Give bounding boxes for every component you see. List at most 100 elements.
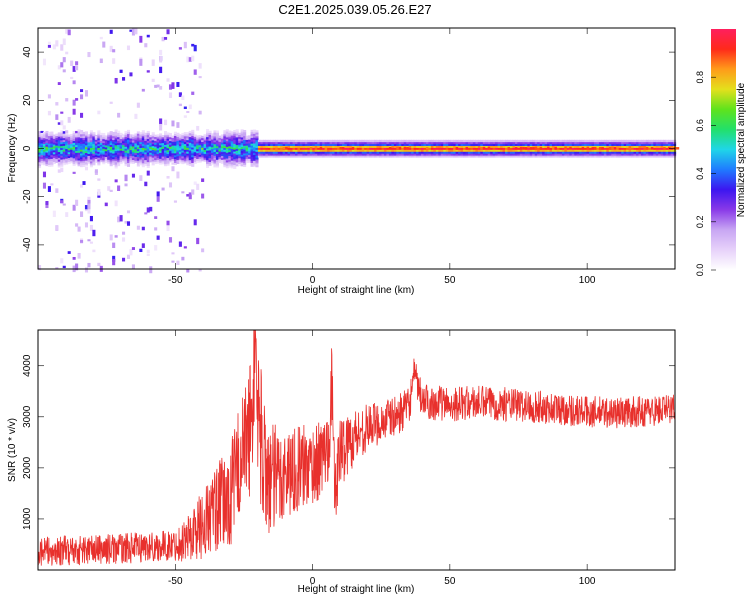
spectrogram-cell [117,148,121,151]
spectrogram-cell [655,155,659,158]
spectrogram-cell [386,147,390,150]
spectrogram-cell [238,155,242,159]
spectrogram-cell [458,149,462,152]
spectrogram-cell [596,149,600,152]
spectrogram-cell [109,189,113,193]
spectrogram-cell [196,152,200,156]
spectrogram-cell [60,157,64,160]
spectrogram-cell [346,153,350,156]
spectrogram-cell [159,150,163,154]
spectrogram-cell [84,267,89,273]
spectrogram-cell [159,152,163,155]
spectrogram-cell [512,139,516,143]
spectrogram-cell [50,148,54,152]
spectrogram-cell [109,45,113,52]
spectrogram-cell [45,157,49,161]
spectrogram-cell [297,153,301,156]
spectrogram-cell [92,249,96,253]
spectrogram-cell [257,139,262,143]
spectrogram-cell [233,131,237,135]
spectrogram-cell [322,145,326,148]
spectrogram-cell [47,110,51,116]
spectrogram-cell [134,152,138,156]
spectrogram-cell [75,137,79,140]
spectrogram-cell [146,144,150,147]
spectrogram-cell [164,138,168,142]
spectrogram-cell [82,143,86,146]
spectrogram-cell [213,157,217,160]
spectrogram-cell [282,149,286,152]
spectrogram-cell [653,155,657,158]
spectrogram-cell [131,144,135,147]
spectrogram-cell [435,155,439,158]
spectrogram-cell [643,147,647,150]
spectrogram-cell [164,132,168,136]
spectrogram-cell [482,141,486,145]
spectrogram-cell [430,139,434,143]
spectrogram-cell [670,139,674,143]
spectrogram-cell [114,148,118,152]
spectrogram-cell [359,141,363,145]
spectrogram-cell [616,147,620,150]
spectrogram-cell [154,84,158,88]
spectrogram-cell [80,184,84,188]
spectrogram-cell [460,151,464,154]
spectrogram-cell [509,149,514,152]
spectrogram-cell [146,34,150,38]
spectrogram-cell [467,147,472,150]
spectrogram-cell [608,143,612,147]
spectrogram-cell [70,158,74,162]
spectrogram-cell [475,155,479,158]
spectrogram-cell [178,155,182,158]
spectrogram-cell [82,151,86,154]
spectrogram-cell [245,147,249,150]
spectrogram-cell [210,141,215,144]
spectrogram-cell [374,147,378,150]
spectrogram-cell [210,135,215,138]
spectrogram-cell [391,153,395,156]
spectrogram-cell [159,142,163,146]
spectrogram-cell [450,141,454,145]
spectrogram-cell [576,139,580,143]
spectrogram-cell [369,155,373,158]
spectrogram-cell [94,158,98,161]
spectrogram-cell [640,143,645,147]
spectrogram-cell [391,145,395,148]
spectrogram-cell [176,148,180,151]
spectrogram-cell [84,142,89,146]
spectrogram-cell [636,145,640,148]
spectrogram-cell [349,153,353,156]
spectrogram-cell [421,153,425,156]
spectrogram-cell [616,145,620,148]
spectrogram-cell [312,149,316,152]
spectrogram-cell [505,153,509,156]
spectrogram-cell [171,152,175,156]
spectrogram-cell [154,150,158,153]
spectrogram-cell [294,149,299,152]
spectrogram-cell [213,159,217,162]
spectrogram-cell [196,160,200,163]
spectrogram-cell [67,153,71,157]
spectrogram-cell [433,145,437,148]
spectrogram-cell [586,139,590,143]
spectrogram-cell [94,145,98,148]
spectrogram-cell [636,143,640,147]
spectrogram-cell [206,146,210,149]
spectrogram-cell [94,169,98,173]
spectrogram-cell [154,216,158,219]
spectrogram-cell [188,155,192,159]
spectrogram-cell [433,155,437,158]
spectrogram-cell [126,160,131,164]
spectrogram-cell [191,152,195,156]
spectrogram-cell [107,142,111,145]
spectrogram-cell [329,149,333,152]
spectrogram-cell [178,143,182,147]
spectrogram-cell [60,147,64,150]
spectrogram-cell [176,122,180,128]
spectrogram-cell [450,153,454,156]
spectrogram-cell [156,235,160,240]
spectrogram-cell [55,40,59,47]
spectrogram-cell [235,144,239,148]
spectrogram-cell [472,143,476,147]
spectrogram-cell [250,156,254,160]
